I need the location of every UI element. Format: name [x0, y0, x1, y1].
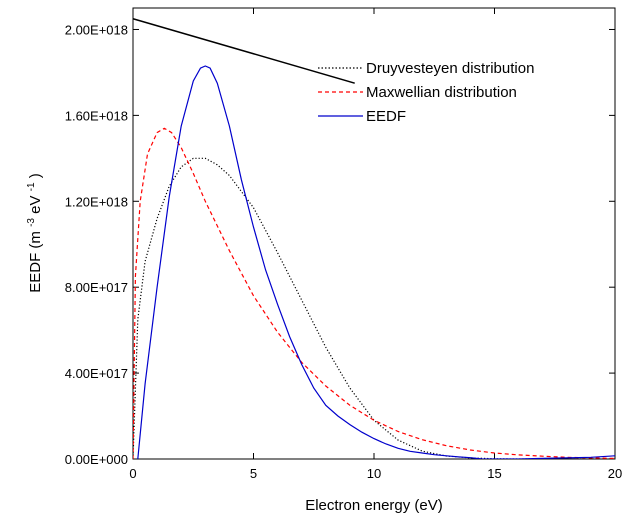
y-tick-label: 8.00E+017 — [65, 280, 128, 295]
x-tick-label: 20 — [608, 466, 622, 481]
y-axis-title-mid: eV — [27, 195, 44, 213]
x-tick-label: 15 — [487, 466, 501, 481]
y-axis-ticks: 0.00E+000 4.00E+017 8.00E+017 1.20E+018 1.60… — [65, 22, 615, 467]
legend: Druyvesteyen distribution Maxwellian dis… — [318, 60, 534, 125]
y-axis-title-sup2: -1 — [26, 182, 37, 191]
y-tick-label: 2.00E+018 — [65, 22, 128, 37]
x-axis-title: Electron energy (eV) — [305, 497, 443, 514]
y-axis-title: EEDF (m -3 eV -1 ) — [21, 173, 44, 293]
series-line-2 — [133, 127, 615, 459]
y-tick-label: 1.20E+018 — [65, 194, 128, 209]
y-tick-label: 0.00E+000 — [65, 452, 128, 467]
x-tick-label: 5 — [250, 466, 257, 481]
legend-label-eedf: EEDF — [366, 108, 406, 125]
y-axis-title-main: EEDF (m — [27, 231, 44, 293]
x-axis-ticks: 0 5 10 15 20 — [129, 8, 622, 481]
series-line-3 — [137, 65, 615, 459]
legend-label-druyvesteyen: Druyvesteyen distribution — [366, 60, 534, 77]
series-layer — [133, 65, 615, 459]
y-tick-label: 4.00E+017 — [65, 366, 128, 381]
y-tick-label: 1.60E+018 — [65, 108, 128, 123]
series-line-1 — [133, 157, 615, 459]
x-tick-label: 10 — [367, 466, 381, 481]
legend-label-maxwellian: Maxwellian distribution — [366, 84, 517, 101]
y-axis-title-sup1: -3 — [26, 218, 37, 227]
x-tick-label: 0 — [129, 466, 136, 481]
y-axis-title-end: ) — [27, 173, 44, 178]
annotation-line — [132, 18, 355, 84]
